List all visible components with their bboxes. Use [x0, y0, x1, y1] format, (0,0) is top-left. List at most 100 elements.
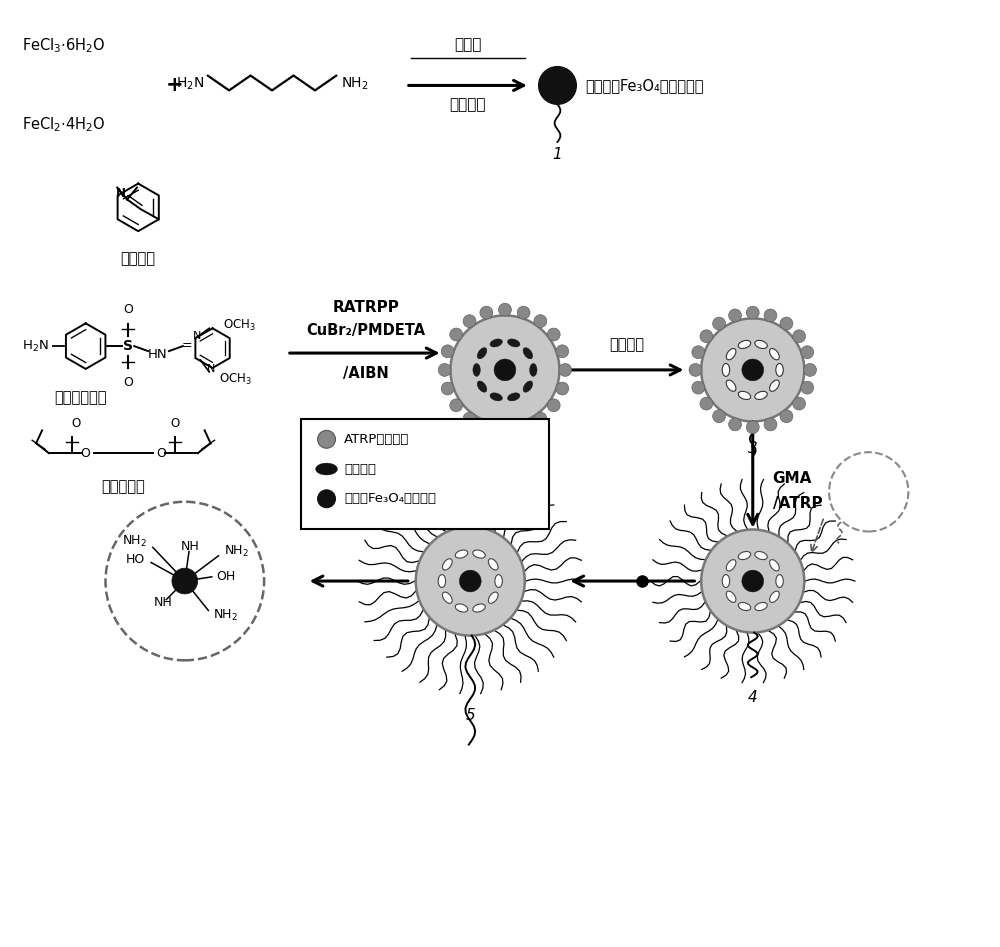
Circle shape — [700, 397, 713, 410]
Ellipse shape — [770, 560, 779, 571]
Text: NH$_2$: NH$_2$ — [341, 75, 369, 92]
Circle shape — [764, 309, 777, 322]
Circle shape — [106, 502, 264, 660]
Circle shape — [700, 330, 713, 343]
Ellipse shape — [488, 592, 498, 603]
Circle shape — [729, 309, 741, 322]
Text: O: O — [123, 376, 133, 389]
Circle shape — [450, 328, 463, 341]
Circle shape — [441, 345, 454, 358]
Text: /AIBN: /AIBN — [343, 366, 389, 381]
Ellipse shape — [738, 602, 751, 611]
Ellipse shape — [473, 604, 485, 612]
Circle shape — [829, 452, 908, 531]
FancyBboxPatch shape — [301, 420, 549, 528]
Text: S: S — [123, 339, 133, 353]
Circle shape — [450, 399, 463, 412]
Text: O: O — [156, 447, 166, 459]
Text: +: + — [166, 76, 184, 96]
Circle shape — [450, 315, 559, 424]
Circle shape — [746, 420, 759, 434]
Ellipse shape — [507, 339, 520, 347]
Circle shape — [318, 490, 335, 508]
Ellipse shape — [770, 380, 779, 391]
Ellipse shape — [523, 348, 533, 359]
Text: CuBr₂/PMDETA: CuBr₂/PMDETA — [307, 323, 426, 338]
Circle shape — [463, 412, 476, 425]
Ellipse shape — [770, 591, 779, 602]
Ellipse shape — [755, 602, 767, 611]
Circle shape — [172, 568, 198, 594]
Ellipse shape — [523, 381, 533, 392]
Ellipse shape — [488, 559, 498, 570]
Ellipse shape — [755, 551, 767, 560]
Circle shape — [801, 382, 814, 394]
Ellipse shape — [442, 592, 452, 603]
Ellipse shape — [495, 575, 502, 587]
Ellipse shape — [722, 575, 730, 587]
Circle shape — [793, 330, 806, 343]
Circle shape — [701, 318, 804, 421]
Text: OH: OH — [217, 569, 236, 582]
Text: 去模板化: 去模板化 — [609, 337, 644, 352]
Ellipse shape — [722, 364, 730, 376]
Text: 1: 1 — [553, 147, 562, 162]
Ellipse shape — [738, 551, 751, 560]
Text: 乙二醇: 乙二醇 — [454, 37, 481, 52]
Text: （模板分子）: （模板分子） — [54, 390, 106, 404]
Circle shape — [480, 306, 493, 319]
Circle shape — [459, 570, 481, 592]
Text: H$_2$N: H$_2$N — [176, 75, 205, 92]
Ellipse shape — [726, 380, 736, 391]
Circle shape — [692, 346, 705, 359]
Text: O: O — [853, 462, 861, 472]
Circle shape — [780, 410, 793, 422]
Text: （氨基化Fe₃O₄纳米颗粒）: （氨基化Fe₃O₄纳米颗粒） — [585, 78, 704, 93]
Ellipse shape — [455, 550, 468, 558]
Text: HN: HN — [148, 348, 168, 361]
Text: FeCl$_2$$\cdot$4H$_2$O: FeCl$_2$$\cdot$4H$_2$O — [22, 116, 106, 134]
Ellipse shape — [490, 393, 502, 401]
Circle shape — [713, 410, 726, 422]
Text: 氨基化Fe₃O₄纳米颗粒: 氨基化Fe₃O₄纳米颗粒 — [344, 492, 436, 506]
Ellipse shape — [770, 348, 779, 360]
Ellipse shape — [738, 340, 751, 348]
Ellipse shape — [726, 348, 736, 360]
Ellipse shape — [438, 575, 446, 587]
Text: 模板分子: 模板分子 — [344, 462, 376, 475]
Text: OCH$_3$: OCH$_3$ — [223, 318, 256, 332]
Circle shape — [804, 364, 816, 376]
Circle shape — [742, 359, 764, 381]
Ellipse shape — [316, 463, 337, 475]
Ellipse shape — [726, 591, 736, 602]
Circle shape — [780, 317, 793, 330]
Ellipse shape — [490, 339, 502, 347]
Circle shape — [499, 423, 511, 437]
Text: 水热作用: 水热作用 — [450, 98, 486, 113]
Text: =: = — [181, 339, 192, 351]
Text: N: N — [193, 331, 202, 341]
Ellipse shape — [755, 340, 767, 348]
Text: N: N — [116, 187, 126, 200]
Text: （单体）: （单体） — [121, 251, 156, 266]
Circle shape — [689, 364, 702, 376]
Circle shape — [713, 317, 726, 330]
Circle shape — [318, 430, 335, 448]
Ellipse shape — [726, 560, 736, 571]
Circle shape — [438, 364, 451, 376]
Circle shape — [556, 345, 569, 358]
Text: 4: 4 — [748, 690, 758, 706]
Ellipse shape — [776, 575, 783, 587]
Circle shape — [801, 346, 814, 359]
Ellipse shape — [507, 393, 520, 401]
Ellipse shape — [477, 348, 487, 359]
Text: O: O — [866, 486, 874, 496]
Circle shape — [729, 418, 741, 431]
Text: O: O — [81, 447, 91, 459]
Text: O: O — [123, 303, 133, 316]
Circle shape — [547, 399, 560, 412]
Text: NH: NH — [180, 540, 199, 553]
Circle shape — [480, 420, 493, 434]
Text: N: N — [206, 364, 215, 374]
Circle shape — [701, 529, 804, 633]
